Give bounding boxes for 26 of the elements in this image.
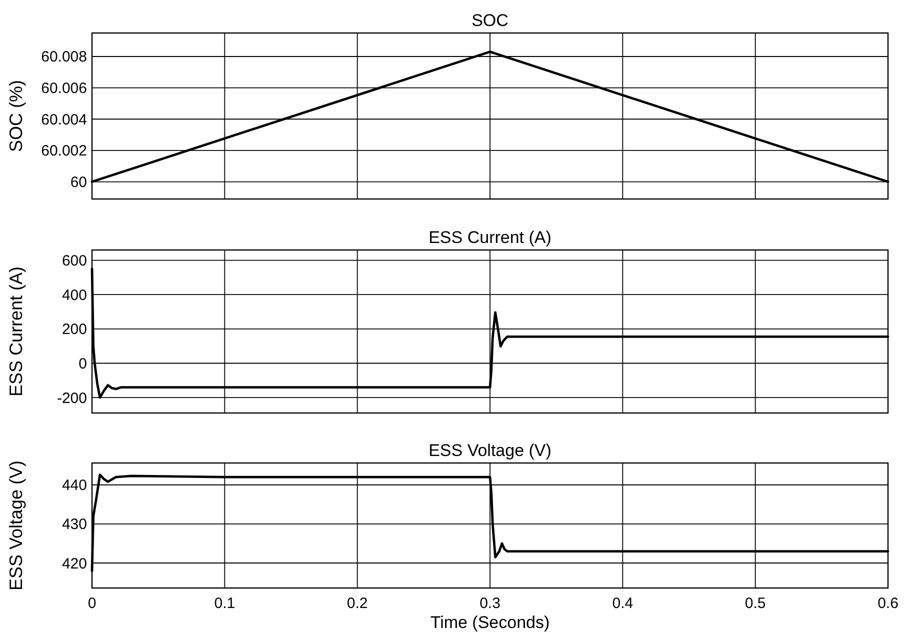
y-tick-label: 60 [70,174,87,192]
y-axis-title: ESS Voltage (V) [6,460,26,591]
chart-title: ESS Current (A) [428,228,552,247]
chart-title: ESS Voltage (V) [428,441,552,460]
y-tick-label: 600 [62,252,87,270]
x-tick-label: 0.2 [346,595,368,612]
y-tick-label: 430 [62,516,87,534]
y-tick-label: 440 [62,477,87,494]
x-tick-label: 0.1 [214,595,236,612]
y-tick-label: 400 [62,286,87,304]
x-tick-label: 0.6 [878,595,898,612]
y-tick-label: -200 [56,390,87,407]
y-tick-label: 0 [78,355,87,372]
y-tick-label: 60.004 [41,111,87,128]
x-tick-label: 0.5 [744,595,766,612]
y-axis-title: ESS Current (A) [6,266,26,397]
y-tick-label: 200 [62,321,87,338]
y-tick-label: 60.008 [41,48,87,66]
x-axis-title: Time (Seconds) [430,613,550,632]
x-tick-label: 0.4 [612,595,634,612]
y-tick-label: 60.006 [41,80,87,98]
y-tick-label: 420 [62,555,87,572]
x-tick-label: 0.3 [480,595,500,612]
y-axis-title: SOC (%) [6,80,26,152]
chart-title: SOC [472,11,508,30]
y-tick-label: 60.002 [41,142,87,160]
